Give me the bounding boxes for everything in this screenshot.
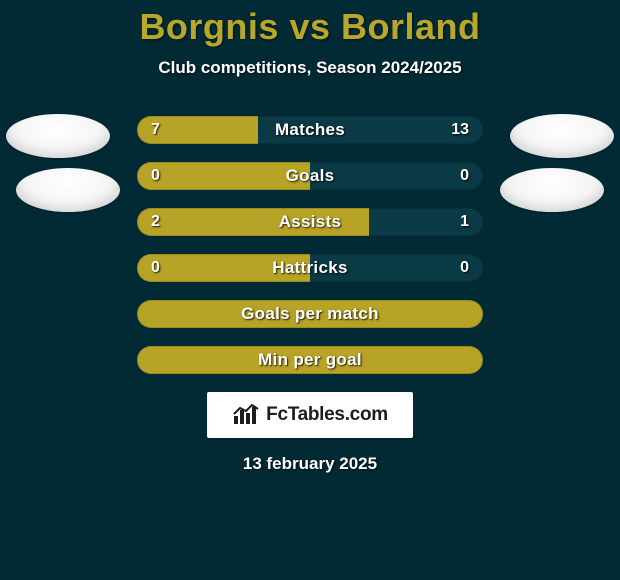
stat-bar-value-left: 7 [151,116,160,144]
stat-bars-container: Matches713Goals00Assists21Hattricks00Goa… [137,116,483,374]
comparison-infographic: Borgnis vs Borland Club competitions, Se… [0,0,620,580]
player2-name: Borland [341,6,481,47]
stat-bar: Matches7 13 [137,116,483,144]
subtitle: Club competitions, Season 2024/2025 [0,58,620,78]
player2-badge-2 [500,168,604,212]
branding-text: FcTables.com [266,404,388,426]
player1-name: Borgnis [139,6,279,47]
stat-bar-value-left: 0 [151,254,160,282]
stat-bar: Assists2 1 [137,208,483,236]
branding-box: FcTables.com [207,392,413,438]
generated-date: 13 february 2025 [0,454,620,474]
stat-bar-value-right: 0 [460,254,469,282]
player1-badge-1 [6,114,110,158]
stat-bar: Hattricks0 0 [137,254,483,282]
stat-bar-value-right: 1 [460,208,469,236]
stat-bar-label: Min per goal [137,346,483,374]
stat-bar-value-left: 2 [151,208,160,236]
stat-bar-label: Matches [137,116,483,144]
stat-bar: Goals0 0 [137,162,483,190]
stat-bar-label: Goals [137,162,483,190]
stat-bar: Min per goal [137,346,483,374]
branding-chart-icon [232,404,260,426]
stat-bar-value-right: 13 [451,116,469,144]
stat-bar-label: Assists [137,208,483,236]
page-title: Borgnis vs Borland [0,6,620,48]
stat-bar-value-right: 0 [460,162,469,190]
stat-bar: Goals per match [137,300,483,328]
title-vs: vs [289,6,330,47]
stat-bar-label: Goals per match [137,300,483,328]
stat-bar-value-left: 0 [151,162,160,190]
player1-badge-2 [16,168,120,212]
player2-badge-1 [510,114,614,158]
stat-bar-label: Hattricks [137,254,483,282]
